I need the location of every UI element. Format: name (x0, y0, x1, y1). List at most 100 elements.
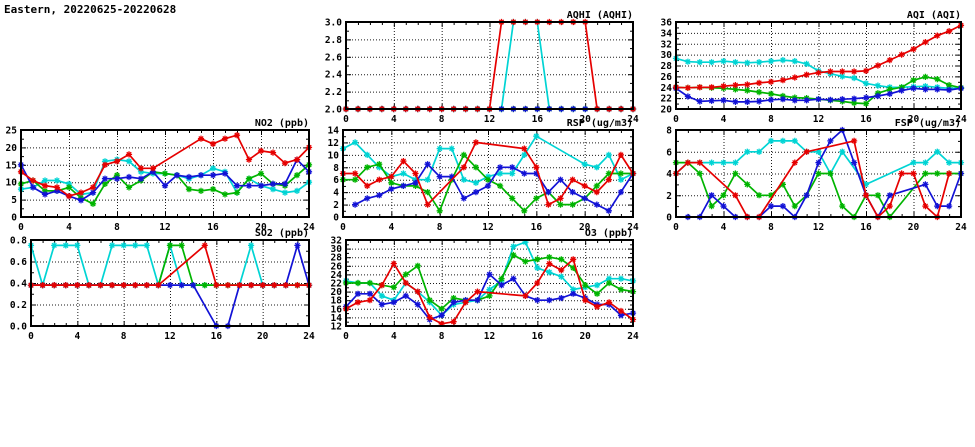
x-tick-label: 8 (121, 331, 127, 342)
series-markers-cyan (342, 18, 637, 113)
y-tick-label: 32 (661, 39, 672, 50)
y-tick-label: 26 (661, 72, 673, 83)
x-tick-label: 4 (66, 222, 72, 233)
x-tick-label: 8 (114, 222, 120, 233)
chart-title-no2: NO2 (ppb) (255, 118, 309, 129)
page-title: Eastern, 20220625-20220628 (4, 3, 177, 16)
chart-title-rsp: RSP (ug/m3) (567, 118, 633, 129)
series-markers-blue (352, 161, 637, 214)
x-tick-label: 12 (484, 114, 495, 125)
y-tick-label: 25 (6, 126, 18, 137)
y-tick-label: 6 (333, 175, 339, 186)
x-tick-label: 8 (768, 222, 774, 233)
y-tick-label: 22 (661, 94, 672, 105)
y-tick-label: 12 (331, 322, 342, 333)
y-tick-label: 6 (666, 147, 672, 158)
plot-frame-aqhi (345, 21, 634, 110)
x-tick-label: 16 (207, 222, 219, 233)
series-red-o3 (342, 256, 637, 327)
y-tick-label: 4 (666, 169, 672, 180)
chart-title-o3: O3 (ppb) (585, 228, 633, 239)
x-tick-label: 20 (579, 331, 591, 342)
x-tick-label: 0 (673, 114, 679, 125)
chart-no2: 0 4 8 12 16 20 24 0 5 10 15 20 25 NO2 (ppb) (6, 118, 315, 234)
x-tick-label: 0 (673, 222, 679, 233)
y-tick-label: 36 (661, 18, 673, 29)
y-tick-label: 0 (11, 213, 17, 224)
x-tick-label: 4 (74, 331, 80, 342)
y-tick-label: 18 (331, 296, 343, 307)
y-tick-label: 0.6 (10, 257, 27, 268)
chart-so2: 0 4 8 12 16 20 24 0.0 0.2 0.4 0.6 0.8 SO2 (ppb) (10, 228, 315, 343)
x-tick-label: 4 (391, 331, 397, 342)
y-tick-label: 24 (331, 270, 343, 281)
y-tick-label: 30 (331, 244, 343, 255)
x-tick-label: 12 (813, 114, 824, 125)
y-tick-label: 14 (328, 126, 340, 137)
y-tick-label: 15 (6, 160, 18, 171)
x-tick-label: 4 (391, 114, 397, 125)
y-tick-label: 2.2 (325, 87, 342, 98)
y-tick-label: 24 (661, 83, 673, 94)
x-tick-label: 16 (211, 331, 223, 342)
x-tick-label: 16 (860, 222, 872, 233)
chart-title-aqhi: AQHI (AQHI) (567, 10, 633, 21)
x-tick-label: 20 (579, 114, 591, 125)
y-tick-label: 8 (666, 126, 672, 137)
plot-frame-no2 (20, 129, 310, 218)
y-tick-label: 2 (666, 191, 672, 202)
x-tick-label: 0 (340, 222, 346, 233)
x-tick-label: 24 (627, 331, 639, 342)
x-tick-label: 0 (18, 222, 24, 233)
x-tick-label: 24 (627, 114, 639, 125)
y-tick-label: 0 (666, 213, 672, 224)
y-tick-label: 26 (331, 261, 343, 272)
axis-labels-no2: 0 4 8 12 16 20 24 0 5 10 15 20 25 (6, 126, 315, 234)
y-tick-label: 0.2 (10, 300, 27, 311)
y-tick-label: 16 (331, 304, 343, 315)
series-blue-rsp (352, 161, 637, 214)
x-tick-label: 4 (721, 222, 727, 233)
x-tick-label: 20 (255, 222, 267, 233)
y-tick-label: 2.8 (325, 35, 342, 46)
x-tick-label: 8 (439, 331, 445, 342)
y-tick-label: 0 (333, 213, 339, 224)
y-tick-label: 12 (328, 138, 339, 149)
x-tick-label: 20 (908, 222, 920, 233)
x-tick-label: 0 (343, 331, 349, 342)
y-tick-label: 0.0 (10, 322, 27, 333)
y-tick-label: 2.6 (325, 52, 342, 63)
x-tick-label: 16 (531, 222, 543, 233)
axis-labels-so2: 0 4 8 12 16 20 24 0.0 0.2 0.4 0.6 0.8 (10, 236, 315, 343)
y-tick-label: 20 (6, 143, 18, 154)
x-tick-label: 8 (768, 114, 774, 125)
y-tick-label: 2 (333, 200, 339, 211)
x-tick-label: 24 (627, 222, 639, 233)
y-tick-label: 10 (328, 150, 340, 161)
y-tick-label: 28 (661, 61, 673, 72)
plot-frame-o3 (345, 239, 634, 327)
chart-aqhi: 0 4 8 12 16 20 24 2.0 2.2 2.4 2.6 2.8 3.0 AQHI (AQHI) (325, 10, 639, 125)
series-cyan-aqhi (342, 18, 637, 113)
x-tick-label: 4 (388, 222, 394, 233)
y-tick-label: 2.4 (325, 70, 342, 81)
x-tick-label: 16 (532, 331, 544, 342)
x-tick-label: 20 (908, 114, 920, 125)
series-red-aqhi (342, 18, 637, 113)
y-tick-label: 3.0 (325, 18, 342, 29)
y-tick-label: 5 (11, 195, 17, 206)
x-tick-label: 8 (439, 114, 445, 125)
x-tick-label: 20 (579, 222, 591, 233)
x-tick-label: 24 (955, 114, 967, 125)
y-tick-label: 2.0 (325, 105, 342, 116)
y-tick-label: 34 (661, 28, 673, 39)
y-tick-label: 22 (331, 279, 342, 290)
x-tick-label: 12 (159, 222, 170, 233)
